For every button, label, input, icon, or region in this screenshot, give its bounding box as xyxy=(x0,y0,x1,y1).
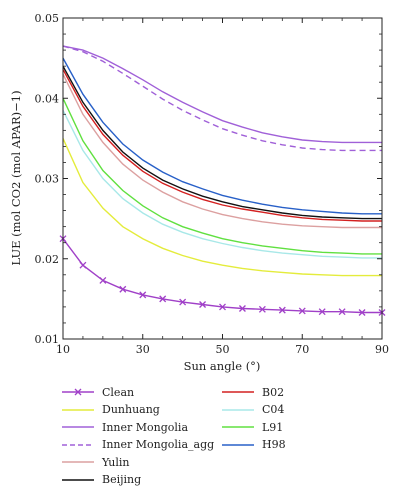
x-axis-title: Sun angle (°) xyxy=(184,359,261,373)
legend-swatch-beijing xyxy=(62,478,94,481)
series-line-inner-mongolia-agg xyxy=(62,45,382,152)
marker-stroke xyxy=(298,307,306,315)
marker-stroke xyxy=(258,305,266,313)
y-axis-title: LUE (mol CO2 (mol APAR)−1) xyxy=(9,90,23,265)
marker-stroke xyxy=(99,276,107,284)
marker-stroke xyxy=(119,285,127,293)
series-line-c04 xyxy=(62,109,382,259)
data-point-clean xyxy=(219,303,226,311)
x-tick-label: 50 xyxy=(216,343,230,356)
y-tick-label: 0.02 xyxy=(35,253,60,266)
data-point-clean xyxy=(179,298,187,306)
legend-item-dunhuang: Dunhuang xyxy=(60,402,160,418)
series-line-b02 xyxy=(62,69,382,222)
data-point-clean xyxy=(139,291,147,299)
marker-stroke xyxy=(338,308,346,316)
data-point-clean xyxy=(278,306,286,314)
legend-item-clean: Clean xyxy=(60,384,134,400)
legend-swatch-clean xyxy=(62,388,94,396)
legend-item-b02: B02 xyxy=(220,384,284,400)
data-point-clean xyxy=(258,305,266,313)
marker-stroke xyxy=(278,306,286,314)
marker-stroke xyxy=(79,261,87,269)
legend-item-l91: L91 xyxy=(220,419,283,435)
series-line-inner-mongolia xyxy=(62,45,382,144)
series-layer xyxy=(59,45,386,316)
marker-stroke xyxy=(358,309,366,316)
legend-swatch-l91 xyxy=(222,426,254,428)
legend-item-c04: C04 xyxy=(220,402,284,418)
series-line-beijing xyxy=(62,65,382,220)
x-tick-label: 10 xyxy=(56,343,70,356)
legend-swatch-yulin xyxy=(62,461,94,463)
legend-swatch-inner-mongolia-agg xyxy=(62,443,94,446)
marker-stroke xyxy=(219,303,226,311)
series-line-l91 xyxy=(62,98,382,255)
legend: Clean Dunhuang Inner Mongolia Inner Mongoli… xyxy=(60,384,390,494)
series-line-dunhuang xyxy=(62,138,382,277)
plot-area xyxy=(63,18,382,339)
legend-label: L91 xyxy=(262,420,284,434)
marker-stroke xyxy=(159,295,167,303)
data-point-clean xyxy=(318,308,326,316)
legend-swatch-h98 xyxy=(222,443,254,446)
line-chart: 10 30 50 70 90 0.01 0.02 0.03 0.04 0.05 Sun angle… xyxy=(9,12,390,373)
series-line-yulin xyxy=(62,73,382,229)
y-tick-label: 0.01 xyxy=(35,333,60,346)
data-point-clean xyxy=(119,285,127,293)
legend-label: Inner Mongolia xyxy=(102,420,189,434)
legend-label: Inner Mongolia_agg xyxy=(102,438,215,451)
legend-label: H98 xyxy=(262,438,286,451)
plot-background xyxy=(63,18,382,339)
data-point-clean xyxy=(159,295,167,303)
legend-swatch-b02 xyxy=(222,391,254,393)
legend-item-yulin: Yulin xyxy=(60,454,130,470)
marker-stroke xyxy=(139,291,147,299)
data-point-clean xyxy=(298,307,306,315)
legend-label: Clean xyxy=(102,385,135,399)
marker-stroke xyxy=(199,301,207,308)
x-tick-label: 70 xyxy=(295,343,309,356)
legend-label: B02 xyxy=(262,385,285,399)
y-tick-label: 0.03 xyxy=(35,173,60,186)
y-tick-label: 0.04 xyxy=(35,92,60,105)
legend-label: Dunhuang xyxy=(102,403,160,416)
x-tick-label: 90 xyxy=(375,343,389,356)
data-point-clean xyxy=(199,301,207,308)
legend-label: Beijing xyxy=(102,473,142,486)
legend-label: Yulin xyxy=(102,455,130,469)
axes: 10 30 50 70 90 0.01 0.02 0.03 0.04 0.05 xyxy=(35,12,390,356)
marker-stroke xyxy=(318,308,326,316)
data-point-clean xyxy=(338,308,346,316)
legend-item-inner-mongolia: Inner Mongolia xyxy=(60,419,188,435)
legend-item-h98: H98 xyxy=(220,437,286,453)
x-tick-label: 30 xyxy=(136,343,150,356)
legend-swatch-c04 xyxy=(222,408,254,411)
y-tick-label: 0.05 xyxy=(35,12,60,25)
marker-stroke xyxy=(238,305,246,312)
marker-stroke xyxy=(179,298,187,306)
legend-label: C04 xyxy=(262,403,285,416)
data-point-clean xyxy=(79,261,87,269)
legend-item-inner-mongolia-agg: Inner Mongolia_agg xyxy=(60,437,214,453)
legend-item-beijing: Beijing xyxy=(60,472,141,488)
legend-marker xyxy=(74,388,82,396)
series-line-h98 xyxy=(62,57,382,215)
legend-swatch-inner-mongolia xyxy=(62,426,94,428)
data-point-clean xyxy=(99,276,107,284)
data-point-clean xyxy=(358,309,366,316)
legend-swatch-dunhuang xyxy=(62,408,94,411)
data-point-clean xyxy=(238,305,246,312)
